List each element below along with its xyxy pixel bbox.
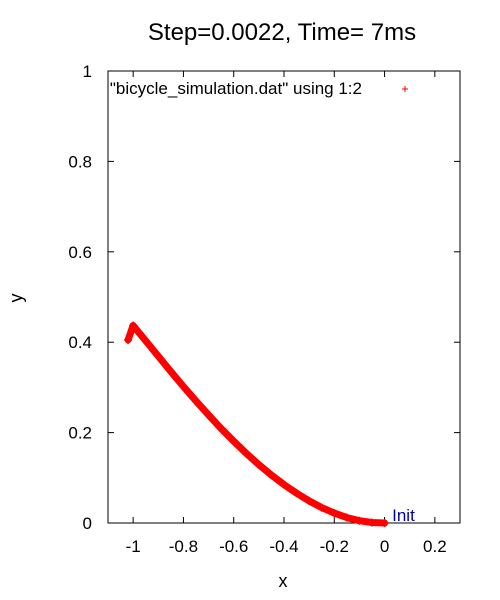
y-tick-label: 0 <box>83 514 92 533</box>
plot-frame <box>107 70 461 524</box>
x-tick-label: -0.6 <box>219 537 248 556</box>
data-point <box>355 516 364 525</box>
data-point <box>141 336 150 345</box>
x-tick-label: 0.2 <box>423 537 447 556</box>
x-axis-ticks: -1 -0.8 -0.6 -0.4 -0.2 0 0.2 <box>126 71 447 556</box>
x-tick-label: -0.4 <box>269 537 298 556</box>
data-point <box>254 460 263 469</box>
chart-title: Step=0.0022, Time= 7ms <box>148 19 416 46</box>
y-tick-label: 0.4 <box>68 333 92 352</box>
data-point <box>124 335 133 344</box>
data-point <box>192 396 200 405</box>
legend: "bicycle_simulation.dat" using 1:2 <box>110 79 408 98</box>
data-point <box>305 496 314 505</box>
data-point <box>179 382 188 391</box>
data-point <box>267 471 276 480</box>
y-tick-label: 0.6 <box>68 243 92 262</box>
y-axis-ticks: 0 0.2 0.4 0.6 0.8 1 <box>68 62 460 533</box>
data-point <box>330 509 339 518</box>
data-point <box>280 480 288 489</box>
init-annotation: Init <box>392 506 415 525</box>
y-tick-label: 1 <box>83 62 92 81</box>
data-point <box>229 437 238 446</box>
x-tick-label: -0.8 <box>169 537 198 556</box>
x-tick-label: -1 <box>126 537 141 556</box>
data-point <box>242 449 251 458</box>
data-point <box>166 367 175 376</box>
data-point <box>380 519 389 527</box>
legend-marker <box>402 86 408 92</box>
series-trajectory <box>124 322 389 527</box>
data-point <box>292 489 301 498</box>
data-point <box>154 352 163 361</box>
legend-label: "bicycle_simulation.dat" using 1:2 <box>110 79 362 98</box>
x-tick-label: 0 <box>380 537 389 556</box>
data-point <box>129 321 138 330</box>
x-axis-label: x <box>279 571 288 591</box>
data-point <box>204 410 213 419</box>
data-point <box>217 424 226 433</box>
series-layer <box>124 321 389 527</box>
x-tick-label: -0.2 <box>320 537 349 556</box>
y-tick-label: 0.2 <box>68 424 92 443</box>
data-point <box>342 513 351 522</box>
data-point <box>368 518 376 527</box>
annotation-layer: Init <box>392 506 415 525</box>
y-axis-label: y <box>6 294 26 303</box>
y-tick-label: 0.8 <box>68 152 92 171</box>
data-point <box>317 503 326 512</box>
